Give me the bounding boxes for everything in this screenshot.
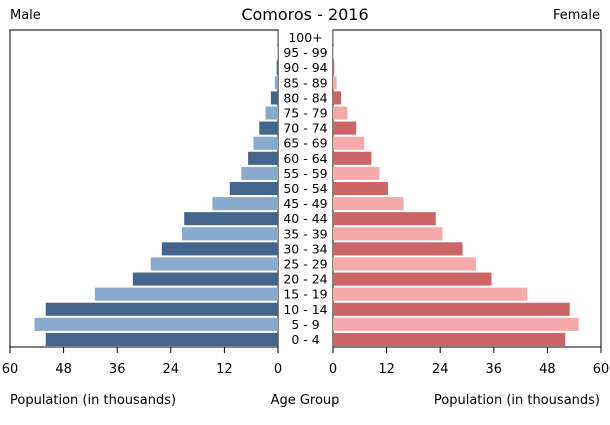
male-bar (34, 317, 278, 331)
age-group-label: 100+ (288, 30, 322, 45)
female-label: Female (552, 8, 600, 23)
age-group-label: 75 - 79 (283, 106, 327, 121)
male-bar (181, 227, 278, 241)
female-bar (333, 181, 388, 196)
male-tick-label: 60 (2, 362, 19, 377)
age-group-label: 95 - 99 (283, 45, 327, 60)
male-bar (259, 121, 278, 135)
male-bar (212, 197, 278, 211)
age-group-axis-title: Age Group (270, 393, 340, 408)
age-group-label: 80 - 84 (283, 90, 327, 105)
male-tick-label: 12 (216, 362, 233, 377)
female-tick-label: 12 (378, 362, 395, 377)
female-bar (333, 287, 528, 301)
female-tick-label: 36 (486, 362, 503, 377)
age-group-label: 85 - 89 (283, 75, 327, 90)
male-bar (184, 212, 278, 226)
age-group-label: 30 - 34 (283, 241, 327, 256)
female-tick-label: 48 (539, 362, 556, 377)
male-bar (265, 106, 278, 120)
female-bar (333, 151, 372, 165)
male-bar (132, 272, 278, 286)
age-group-label: 15 - 19 (283, 287, 327, 302)
female-bar (333, 272, 492, 286)
male-bar (161, 242, 278, 256)
male-bar (45, 302, 278, 316)
chart-title: Comoros - 2016 (241, 5, 369, 24)
male-label: Male (10, 8, 41, 23)
female-bar (333, 197, 404, 211)
male-bar (150, 257, 278, 271)
age-group-label: 35 - 39 (283, 226, 327, 241)
male-bar (274, 76, 278, 90)
male-bar (94, 287, 278, 301)
female-bar (333, 227, 443, 241)
age-group-label: 10 - 14 (283, 302, 327, 317)
male-tick-label: 48 (55, 362, 72, 377)
male-bar (270, 91, 278, 105)
female-tick-label: 24 (432, 362, 449, 377)
male-bar (229, 181, 278, 196)
age-group-label: 5 - 9 (291, 317, 319, 332)
age-group-label: 90 - 94 (283, 60, 327, 75)
female-bar (333, 212, 436, 226)
female-bar (333, 302, 570, 316)
age-group-label: 40 - 44 (283, 211, 327, 226)
female-bar (333, 332, 566, 346)
female-bar (333, 257, 476, 271)
male-bar (253, 136, 278, 150)
female-bar (333, 317, 579, 331)
female-tick-label: 0 (329, 362, 337, 377)
female-bar (333, 166, 380, 180)
age-group-label: 45 - 49 (283, 196, 327, 211)
male-bar (248, 151, 278, 165)
age-group-label: 20 - 24 (283, 272, 327, 287)
male-tick-label: 0 (274, 362, 282, 377)
female-bar (333, 136, 365, 150)
female-bar (333, 61, 335, 75)
female-tick-label: 60 (593, 362, 610, 377)
male-tick-label: 36 (109, 362, 126, 377)
female-axis-title: Population (in thousands) (433, 393, 600, 408)
age-group-label: 65 - 69 (283, 136, 327, 151)
male-bar (45, 332, 278, 346)
age-group-label: 50 - 54 (283, 181, 327, 196)
age-group-label: 55 - 59 (283, 166, 327, 181)
female-bar (333, 76, 337, 90)
male-bar (276, 61, 278, 75)
female-bar (333, 106, 348, 120)
female-bar (333, 121, 357, 135)
age-group-label: 60 - 64 (283, 151, 327, 166)
male-bar (241, 166, 278, 180)
female-bar (333, 91, 342, 105)
age-group-label: 70 - 74 (283, 121, 327, 136)
age-group-label: 25 - 29 (283, 256, 327, 271)
male-tick-label: 24 (163, 362, 180, 377)
age-group-label: 0 - 4 (291, 332, 319, 347)
female-bar (333, 242, 463, 256)
male-axis-title: Population (in thousands) (10, 393, 177, 408)
